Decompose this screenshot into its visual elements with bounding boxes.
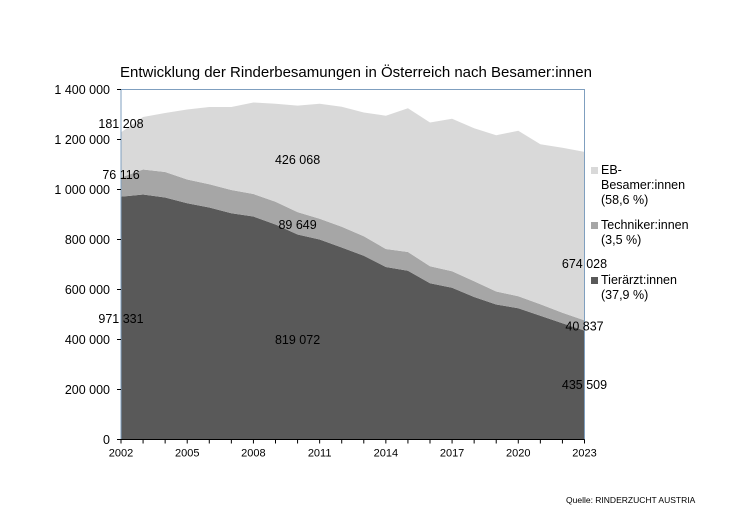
data-label: 89 649 [278,218,316,232]
y-tick-label: 0 [103,433,110,447]
data-label: 435 509 [562,378,607,392]
x-axis: 2002 2005 2008 2011 2014 2017 2020 2023 [109,439,597,460]
data-label: 181 208 [98,117,143,131]
y-tick-label: 200 000 [65,383,110,397]
y-axis: 0 200 000 400 000 600 000 800 000 1 000 000 1 … [54,83,121,447]
legend-swatch-eb [591,167,598,174]
x-tick-label: 2008 [241,448,265,460]
chart-title: Entwicklung der Rinderbesamungen in Öste… [120,64,592,81]
legend-label-tierarzt: Tierärzt:innen (37,9 %) [601,273,711,303]
x-tick-label: 2005 [175,448,199,460]
data-label: 40 837 [565,319,603,333]
data-label: 819 072 [275,333,320,347]
legend-swatch-techniker [591,222,598,229]
legend-label-techniker: Techniker:innen (3,5 %) [601,218,711,248]
y-tick-label: 400 000 [65,333,110,347]
source-note: Quelle: RINDERZUCHT AUSTRIA [566,495,696,505]
x-tick-label: 2002 [109,448,133,460]
area-series-2 [121,102,585,321]
legend-label-techniker-line1: Techniker:innen [601,218,689,232]
area-series-1 [121,169,585,331]
x-tick-label: 2023 [572,448,596,460]
legend-label-tierarzt-line2: (37,9 %) [601,288,649,302]
data-label: 76 116 [102,168,139,182]
data-labels: 181 208 76 116 971 331 426 068 89 649 819 072… [98,117,607,392]
legend-label-eb-line3: (58,6 %) [601,193,649,207]
x-tick-label: 2014 [374,448,398,460]
legend-label-eb-line1: EB- [601,163,622,177]
y-tick-label: 1 200 000 [54,133,110,147]
y-tick-label: 1 400 000 [54,83,110,97]
legend-label-techniker-line2: (3,5 %) [601,233,642,247]
data-label: 674 028 [562,257,607,271]
y-tick-label: 1 000 000 [54,183,110,197]
data-label: 426 068 [275,153,320,167]
y-tick-label: 800 000 [65,233,110,247]
x-tick-label: 2011 [308,448,332,460]
area-series-0 [121,194,585,440]
legend-label-eb-line2: Besamer:innen [601,178,686,192]
legend-label-tierarzt-line1: Tierärzt:innen [601,273,677,287]
data-label: 971 331 [98,312,143,326]
y-tick-label: 600 000 [65,283,110,297]
series-areas [121,102,585,440]
legend-swatch-tierarzt [591,277,598,284]
x-tick-label: 2017 [440,448,464,460]
x-tick-label: 2020 [506,448,530,460]
legend-label-eb: EB- Besamer:innen (58,6 %) [601,163,711,208]
